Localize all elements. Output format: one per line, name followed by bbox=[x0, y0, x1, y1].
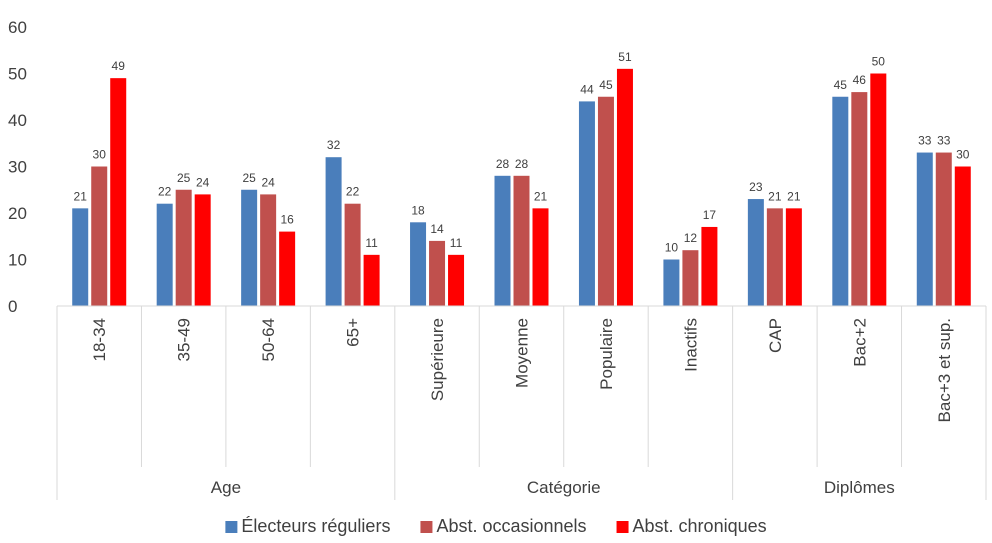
data-label: 11 bbox=[450, 236, 463, 250]
group-label: Age bbox=[211, 478, 241, 497]
bar bbox=[578, 101, 595, 307]
data-label: 21 bbox=[787, 189, 801, 203]
group-label: Catégorie bbox=[527, 478, 601, 497]
category-label: 18-34 bbox=[90, 318, 109, 361]
data-label: 21 bbox=[74, 189, 88, 203]
bar bbox=[448, 254, 465, 306]
y-tick-label: 40 bbox=[8, 111, 27, 130]
y-tick-label: 50 bbox=[8, 65, 27, 84]
y-tick-label: 0 bbox=[8, 297, 17, 316]
data-label: 22 bbox=[346, 185, 360, 199]
data-label: 46 bbox=[853, 73, 867, 87]
bars bbox=[72, 68, 971, 307]
data-label: 23 bbox=[749, 180, 763, 194]
data-label: 44 bbox=[580, 82, 594, 96]
bar bbox=[701, 226, 718, 306]
category-label: 65+ bbox=[344, 318, 363, 347]
category-label: Moyenne bbox=[513, 318, 532, 388]
data-label: 33 bbox=[937, 134, 951, 148]
data-label: 22 bbox=[158, 185, 172, 199]
legend-swatch bbox=[420, 521, 433, 533]
category-label: Bac+2 bbox=[850, 318, 869, 367]
bar bbox=[870, 73, 887, 306]
data-label: 28 bbox=[515, 157, 529, 171]
bar bbox=[110, 78, 127, 307]
data-label: 32 bbox=[327, 138, 341, 152]
bar bbox=[410, 222, 427, 306]
category-label: CAP bbox=[766, 318, 785, 353]
bar bbox=[954, 166, 971, 306]
category-label: 50-64 bbox=[259, 318, 278, 361]
bar bbox=[175, 189, 192, 306]
x-axis: 18-34 35-49 50-64 65+ Supérieure Moyenne Popul… bbox=[56, 305, 987, 500]
bar bbox=[832, 96, 849, 306]
data-label: 33 bbox=[918, 134, 932, 148]
bar bbox=[260, 194, 277, 306]
data-label: 25 bbox=[177, 171, 191, 185]
legend-label: Électeurs réguliers bbox=[241, 516, 390, 536]
data-label: 21 bbox=[534, 189, 548, 203]
bar bbox=[279, 231, 296, 306]
bar bbox=[935, 152, 952, 306]
y-tick-label: 20 bbox=[8, 204, 27, 223]
bar bbox=[916, 152, 933, 306]
data-label: 30 bbox=[93, 148, 107, 162]
data-label: 21 bbox=[768, 189, 782, 203]
bar bbox=[241, 189, 258, 306]
category-label: Bac+3 et sup. bbox=[935, 318, 954, 422]
bar bbox=[747, 199, 764, 306]
category-label: Populaire bbox=[597, 318, 616, 390]
legend: Électeurs réguliers Abst. occasionnels Abs… bbox=[225, 516, 767, 536]
bar bbox=[156, 203, 173, 306]
y-tick-label: 10 bbox=[8, 251, 27, 270]
data-label: 18 bbox=[411, 203, 425, 217]
bar bbox=[513, 175, 530, 306]
data-label: 16 bbox=[280, 213, 294, 227]
data-label: 11 bbox=[365, 236, 378, 250]
legend-swatch bbox=[616, 521, 629, 533]
bar bbox=[682, 250, 699, 306]
data-label: 30 bbox=[956, 148, 970, 162]
bar bbox=[532, 208, 549, 306]
bar bbox=[91, 166, 108, 306]
bar bbox=[616, 68, 633, 306]
y-tick-label: 60 bbox=[8, 18, 27, 37]
bar bbox=[785, 208, 802, 306]
data-label: 24 bbox=[196, 175, 210, 189]
category-label: Inactifs bbox=[681, 318, 700, 372]
y-tick-label: 30 bbox=[8, 158, 27, 177]
data-label: 50 bbox=[872, 55, 886, 69]
y-axis-ticks: 0 10 20 30 40 50 60 bbox=[8, 18, 27, 316]
data-label: 17 bbox=[703, 208, 717, 222]
bar bbox=[851, 92, 868, 306]
data-label: 12 bbox=[684, 231, 698, 245]
bar bbox=[344, 203, 361, 306]
data-label: 49 bbox=[112, 59, 126, 73]
legend-swatch bbox=[225, 521, 238, 533]
bar bbox=[194, 194, 211, 306]
data-label: 14 bbox=[430, 222, 444, 236]
data-label: 10 bbox=[665, 241, 679, 255]
data-label: 24 bbox=[261, 175, 275, 189]
data-label: 28 bbox=[496, 157, 510, 171]
data-label: 45 bbox=[834, 78, 848, 92]
bar bbox=[766, 208, 783, 306]
data-labels: 21 22 25 32 18 28 44 10 23 45 33 30 25 24 22 14 28 45 12 21… bbox=[74, 50, 970, 255]
group-label: Diplômes bbox=[824, 478, 895, 497]
category-label: Supérieure bbox=[428, 318, 447, 401]
bar bbox=[325, 157, 342, 306]
category-label: 35-49 bbox=[175, 318, 194, 361]
bar bbox=[494, 175, 511, 306]
bar bbox=[429, 240, 446, 306]
bar bbox=[663, 259, 680, 306]
bar bbox=[363, 254, 380, 306]
data-label: 51 bbox=[618, 50, 632, 64]
legend-label: Abst. chroniques bbox=[633, 516, 767, 536]
legend-label: Abst. occasionnels bbox=[436, 516, 586, 536]
data-label: 45 bbox=[599, 78, 613, 92]
bar bbox=[597, 96, 614, 306]
bar bbox=[72, 208, 89, 306]
data-label: 25 bbox=[242, 171, 256, 185]
